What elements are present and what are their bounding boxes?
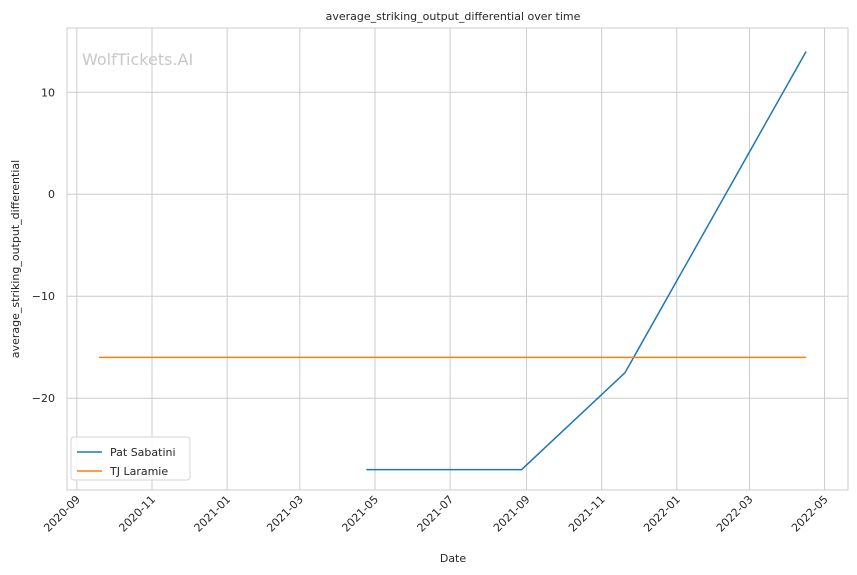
legend-label: Pat Sabatini <box>110 446 176 459</box>
series-lines <box>99 51 807 471</box>
y-axis-label: average_striking_output_differential <box>9 160 22 358</box>
chart-title: average_striking_output_differential ove… <box>326 10 581 23</box>
x-tick-label: 2021-11 <box>566 493 608 535</box>
x-tick-label: 2021-01 <box>192 493 234 535</box>
legend: Pat Sabatini TJ Laramie <box>70 436 191 481</box>
y-tick-label: −20 <box>32 392 55 405</box>
x-axis-label: Date <box>440 552 467 565</box>
x-tick-label: 2021-07 <box>415 493 457 535</box>
x-tick-label: 2022-03 <box>714 493 756 535</box>
grid <box>67 28 848 490</box>
y-tick-label: 0 <box>48 188 55 201</box>
legend-box <box>70 436 191 481</box>
y-tick-labels: −20 −10 0 10 <box>32 86 55 405</box>
x-tick-label: 2022-05 <box>789 493 831 535</box>
y-tick-label: 10 <box>41 86 55 99</box>
series-line-pat-sabatini <box>366 51 807 471</box>
watermark: WolfTickets.AI <box>82 50 193 69</box>
x-tick-label: 2021-09 <box>491 493 533 535</box>
x-tick-label: 2021-03 <box>264 493 306 535</box>
x-tick-label: 2020-11 <box>116 493 158 535</box>
x-tick-labels: 2020-09 2020-11 2021-01 2021-03 2021-05 2021-… <box>41 493 830 535</box>
y-tick-label: −10 <box>32 290 55 303</box>
legend-label: TJ Laramie <box>109 465 168 478</box>
plot-area <box>66 27 849 491</box>
x-tick-label: 2020-09 <box>41 493 83 535</box>
x-tick-label: 2021-05 <box>339 493 381 535</box>
x-tick-label: 2022-01 <box>641 493 683 535</box>
